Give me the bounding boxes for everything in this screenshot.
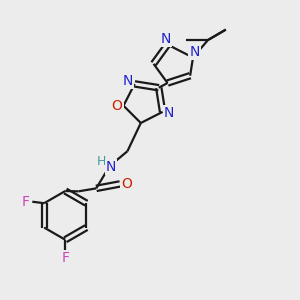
Text: O: O [121,177,132,191]
Text: H: H [97,155,106,168]
Text: O: O [112,99,122,113]
Text: N: N [161,32,171,46]
Text: N: N [123,74,133,88]
Text: F: F [61,251,69,265]
Text: F: F [22,195,30,209]
Text: N: N [106,160,116,174]
Text: N: N [189,45,200,58]
Text: N: N [164,106,174,120]
